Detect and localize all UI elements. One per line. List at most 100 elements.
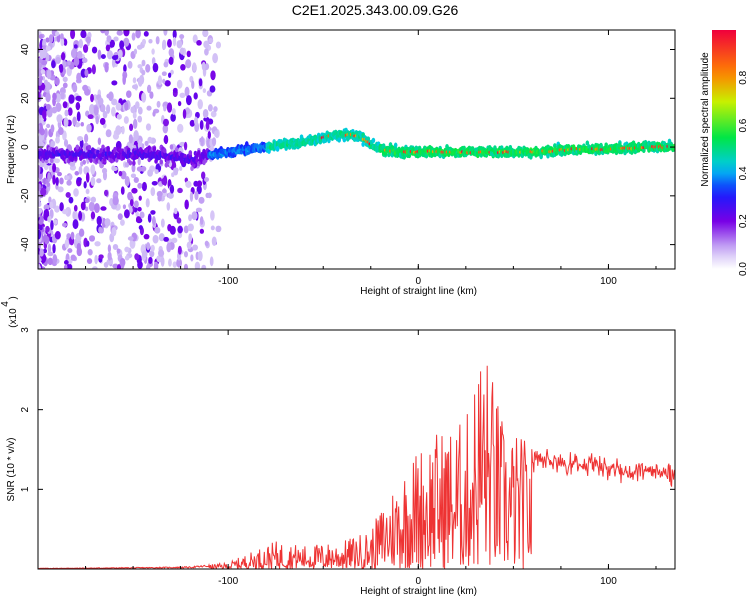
noise-cell [38, 254, 41, 263]
band-cell [128, 160, 133, 166]
noise-cell [192, 244, 199, 251]
noise-cell [163, 30, 168, 36]
noise-cell [68, 94, 75, 104]
noise-cell [40, 69, 46, 75]
noise-cell [44, 208, 50, 218]
colorbar-tick-label: 0.4 [738, 166, 749, 180]
noise-cell [203, 40, 210, 49]
noise-cell [149, 91, 154, 99]
noise-cell [133, 206, 138, 213]
noise-cell [84, 197, 90, 204]
noise-cell [74, 171, 80, 176]
noise-cell [77, 136, 84, 142]
noise-cell [151, 57, 156, 65]
noise-cell [62, 209, 69, 215]
noise-cell [167, 192, 174, 199]
noise-cell [164, 80, 171, 87]
noise-cell [67, 248, 73, 253]
noise-cell [52, 163, 57, 173]
noise-cell [147, 213, 152, 223]
noise-cell [46, 182, 51, 187]
noise-cell [210, 225, 215, 231]
noise-cell [203, 177, 210, 182]
noise-cell [194, 190, 199, 201]
noise-cell [93, 106, 99, 116]
noise-cell [137, 115, 143, 123]
noise-cell [177, 123, 184, 133]
noise-cell [130, 106, 136, 114]
noise-cell [163, 134, 169, 145]
noise-cell [64, 109, 69, 117]
noise-cell [112, 244, 119, 250]
noise-cell [72, 83, 78, 93]
noise-cell [169, 184, 175, 194]
noise-cell [124, 176, 130, 187]
noise-cell [47, 172, 52, 182]
noise-cell [63, 260, 69, 265]
noise-cell [120, 186, 125, 195]
noise-cell [183, 141, 188, 151]
noise-cell [82, 84, 89, 92]
noise-cell [213, 106, 218, 112]
noise-cell [111, 166, 118, 172]
y-tick-label: -20 [20, 188, 31, 203]
noise-cell [117, 49, 123, 59]
noise-cell [111, 227, 117, 237]
noise-cell [160, 218, 165, 228]
noise-cell [121, 125, 125, 135]
noise-cell [69, 161, 76, 167]
noise-cell [107, 244, 112, 253]
noise-cell [90, 211, 96, 220]
noise-cell [185, 59, 192, 69]
noise-cell [49, 201, 54, 209]
noise-cell [55, 136, 60, 144]
noise-cell [133, 200, 139, 209]
noise-cell [85, 172, 90, 183]
y-exponent-label: (x10 [8, 308, 19, 328]
noise-cell [104, 30, 109, 36]
noise-cell [205, 120, 210, 131]
x-tick-label: 100 [600, 576, 617, 587]
noise-cell [154, 169, 159, 175]
noise-cell [136, 166, 143, 172]
noise-cell [208, 38, 214, 44]
y-exponent-close: ) [8, 296, 19, 299]
noise-cell [76, 177, 82, 182]
noise-cell [200, 136, 204, 147]
noise-cell [97, 97, 104, 106]
noise-cell [141, 69, 146, 76]
noise-cell [47, 251, 54, 257]
noise-cell [120, 219, 125, 226]
noise-cell [171, 108, 176, 115]
noise-cell [88, 201, 95, 212]
noise-cell [104, 189, 109, 197]
noise-cell [50, 219, 54, 231]
noise-cell [132, 111, 137, 119]
noise-cell [81, 57, 88, 64]
colorbar-tick-label: 0.8 [738, 70, 749, 84]
noise-cell [44, 128, 48, 138]
noise-cell [60, 33, 64, 40]
noise-cell [94, 241, 101, 247]
noise-cell [132, 77, 137, 84]
noise-cell [215, 225, 222, 233]
noise-cell [38, 265, 42, 269]
noise-cell [106, 258, 113, 265]
noise-cell [112, 196, 119, 206]
noise-cell [63, 265, 68, 269]
noise-cell [156, 190, 163, 198]
noise-cell [86, 240, 90, 247]
noise-cell [141, 59, 146, 67]
noise-cell [191, 211, 198, 221]
noise-cell [38, 207, 43, 214]
noise-cell [190, 254, 194, 262]
band-cell [132, 160, 136, 166]
noise-cell [202, 30, 209, 38]
noise-cell [139, 211, 145, 219]
noise-cell [117, 213, 123, 220]
noise-cell [135, 216, 142, 223]
noise-cell [131, 163, 136, 173]
noise-cell [106, 50, 113, 60]
noise-cell [195, 207, 203, 213]
